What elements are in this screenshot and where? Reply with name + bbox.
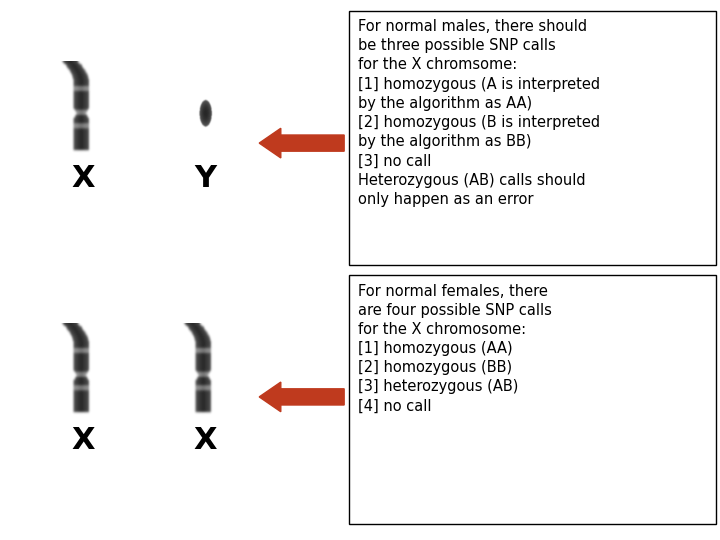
Text: X: X <box>71 426 94 455</box>
Text: X: X <box>71 164 94 193</box>
Text: Y: Y <box>194 164 216 193</box>
FancyArrow shape <box>259 128 344 158</box>
Bar <box>349 275 716 524</box>
Text: For normal females, there
are four possible SNP calls
for the X chromosome:
[1] : For normal females, there are four possi… <box>358 284 552 414</box>
Bar <box>349 11 716 265</box>
FancyArrow shape <box>259 382 344 411</box>
Text: X: X <box>194 426 217 455</box>
Text: For normal males, there should
be three possible SNP calls
for the X chromsome:
: For normal males, there should be three … <box>358 19 600 207</box>
